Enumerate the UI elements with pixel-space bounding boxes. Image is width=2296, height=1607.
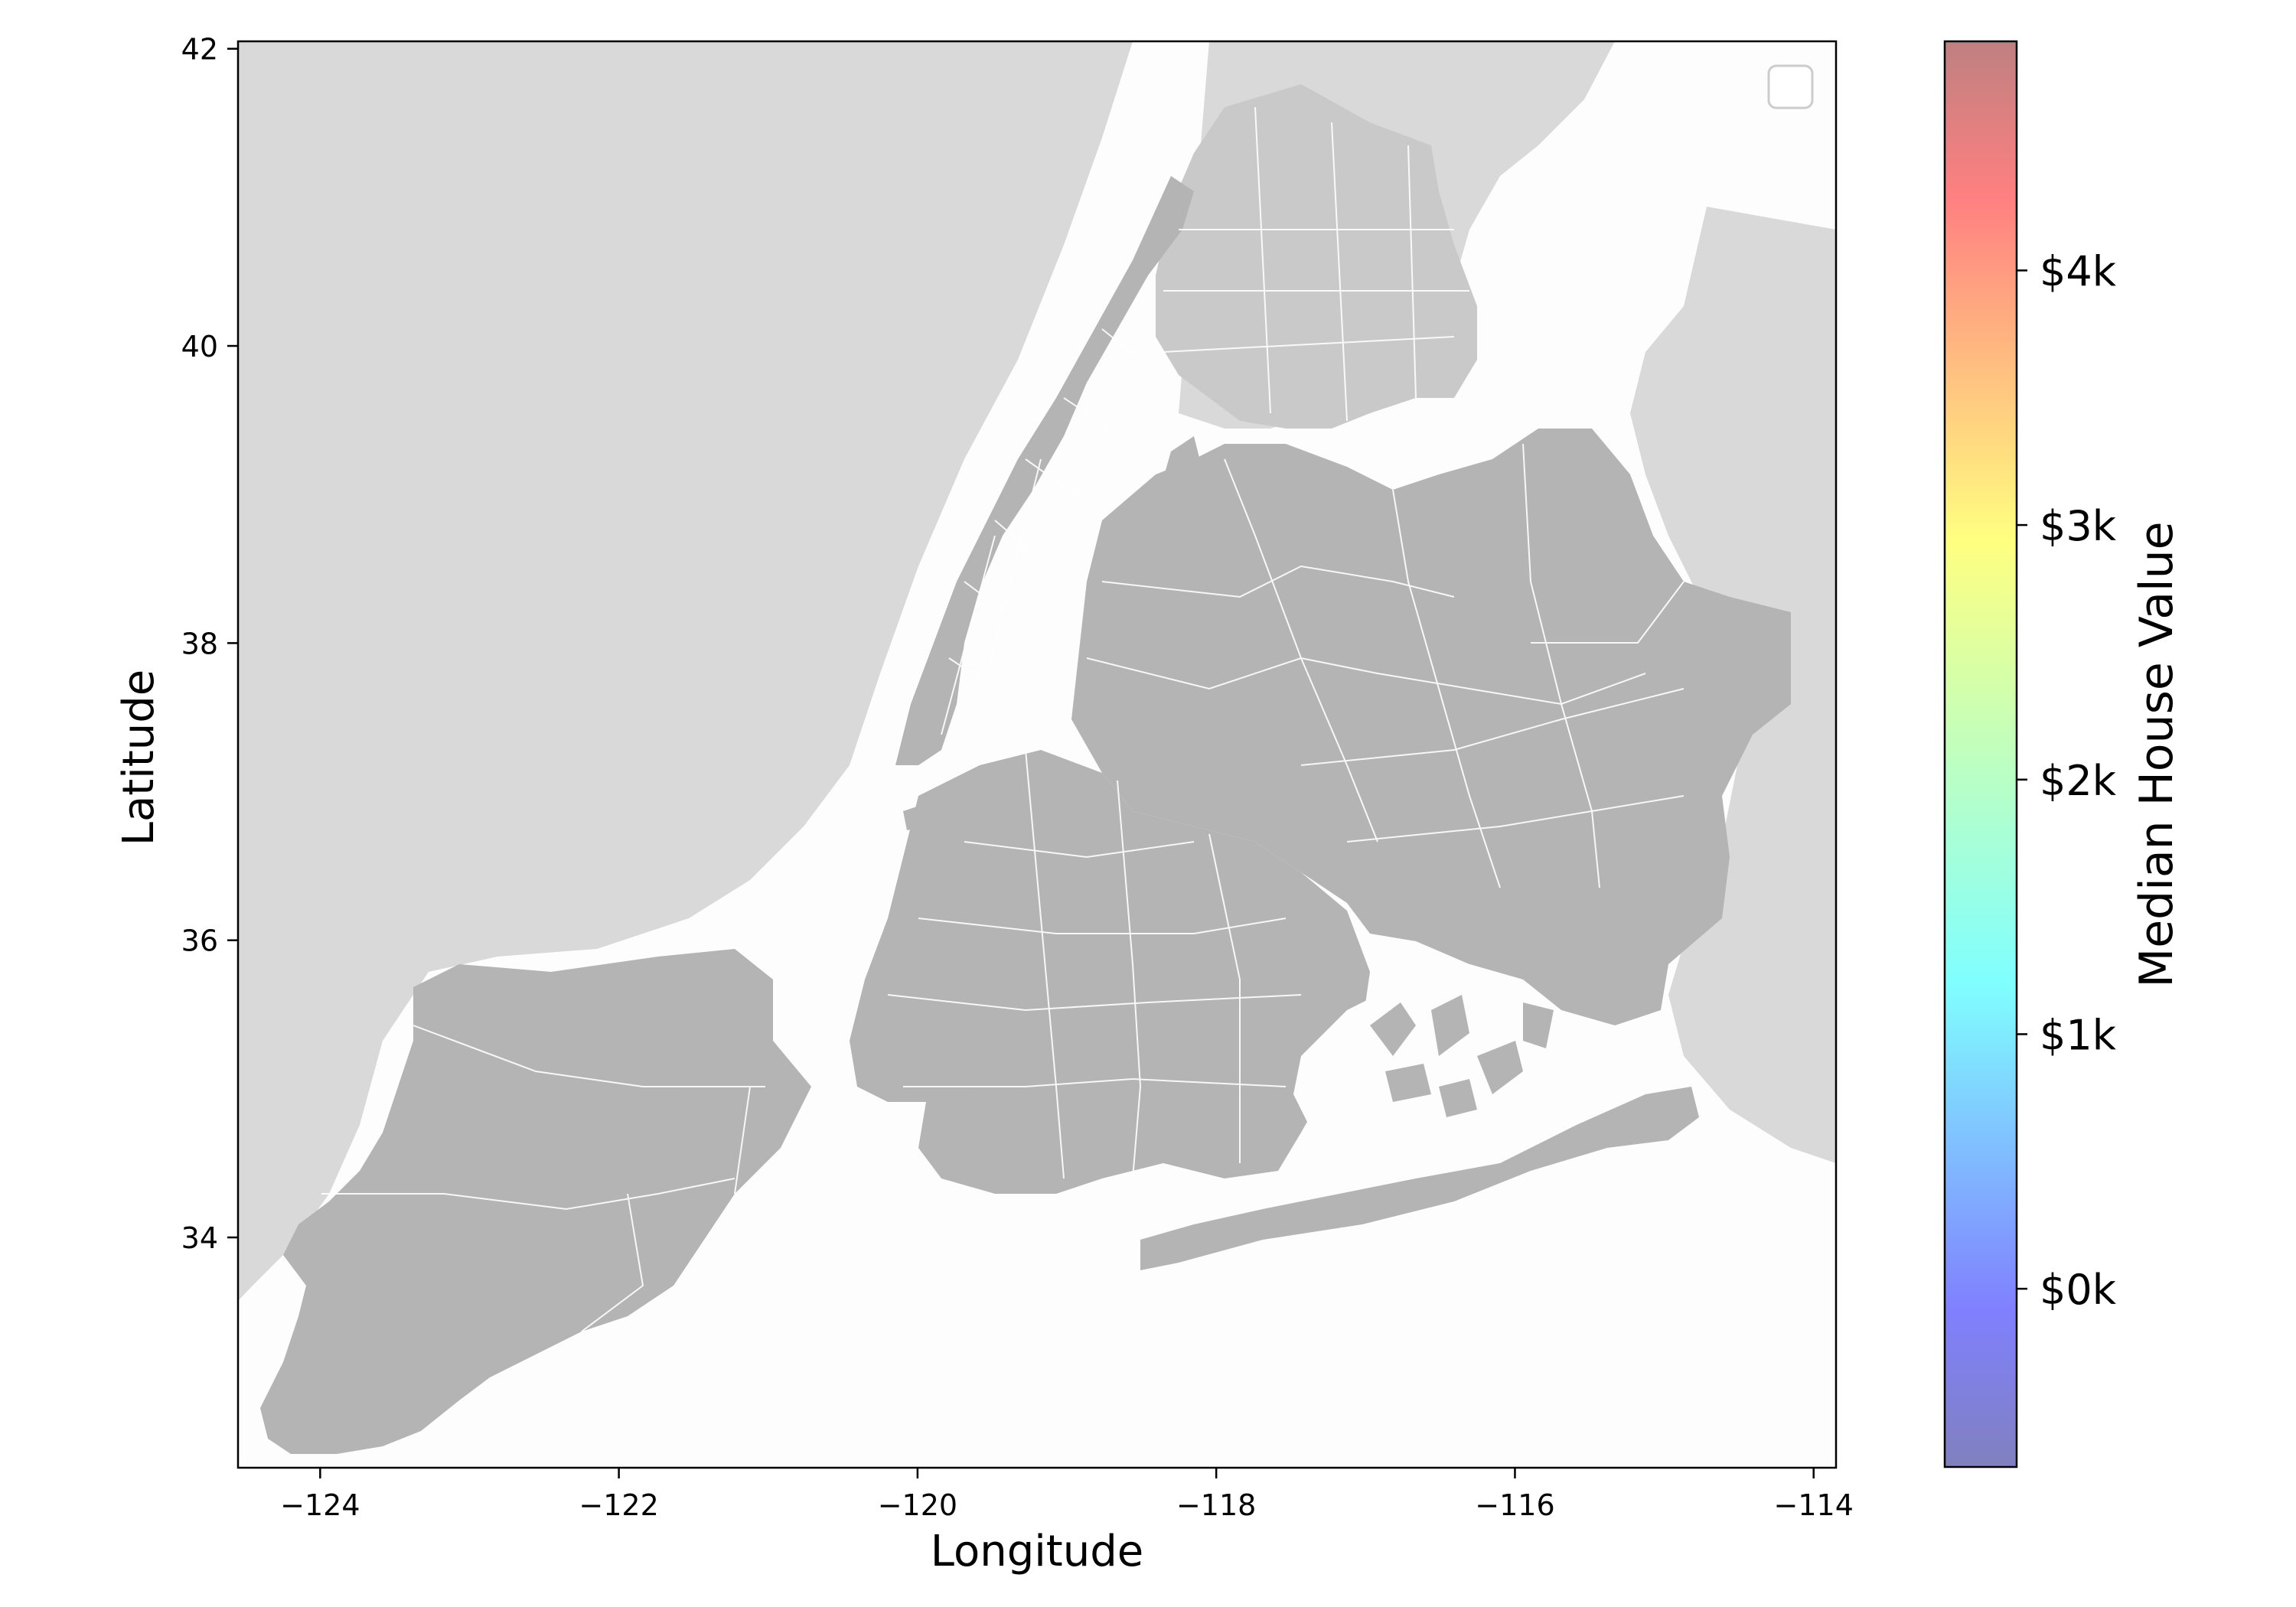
colorbar-gradient — [1945, 41, 2017, 1467]
queens-borough — [1071, 429, 1791, 1025]
x-tick-label: −118 — [1176, 1488, 1256, 1522]
map-plot-area — [238, 41, 1836, 1468]
rockaway-peninsula — [1140, 1087, 1699, 1270]
colorbar-label: Median House Value — [2130, 521, 2183, 987]
manhattan-borough — [895, 176, 1194, 765]
y-axis-label: Latitude — [114, 670, 164, 846]
colorbar-tick-label: $4k — [2040, 247, 2117, 295]
staten-island-borough — [260, 949, 811, 1454]
jamaica-bay-islands — [1370, 995, 1554, 1117]
colorbar: $0k $1k $2k $3k $4k Median House Value — [1943, 40, 2183, 1468]
x-tick-label: −124 — [280, 1488, 360, 1522]
colorbar-tick-label: $1k — [2040, 1011, 2117, 1059]
x-tick-label: −116 — [1475, 1488, 1554, 1522]
small-island — [1156, 436, 1202, 505]
legend-box — [1767, 64, 1814, 109]
new-jersey-land — [238, 41, 1133, 1301]
y-tick-label: 40 — [181, 330, 218, 363]
colorbar-tick-label: $0k — [2040, 1266, 2117, 1314]
neighborhood-boundaries — [321, 106, 1684, 1332]
x-axis: −124 −122 −120 −118 −116 −114 — [280, 1468, 1854, 1522]
y-axis: 34 36 38 40 42 — [181, 33, 238, 1255]
x-tick-label: −114 — [1774, 1488, 1854, 1522]
x-tick-label: −122 — [579, 1488, 658, 1522]
y-tick-label: 34 — [181, 1221, 218, 1255]
y-tick-label: 38 — [181, 627, 218, 660]
plot-frame — [236, 40, 1838, 1469]
colorbar-tick-label: $2k — [2040, 757, 2117, 805]
y-tick-label: 36 — [181, 924, 218, 958]
y-tick-label: 42 — [181, 33, 218, 67]
small-island — [903, 804, 926, 830]
colorbar-ticks: $0k $1k $2k $3k $4k — [2017, 247, 2117, 1314]
x-axis-label: Longitude — [931, 1527, 1144, 1576]
bronx-borough — [1156, 84, 1477, 429]
x-tick-label: −120 — [878, 1488, 957, 1522]
colorbar-frame — [1943, 40, 2018, 1468]
colorbar-tick-label: $3k — [2040, 502, 2117, 550]
